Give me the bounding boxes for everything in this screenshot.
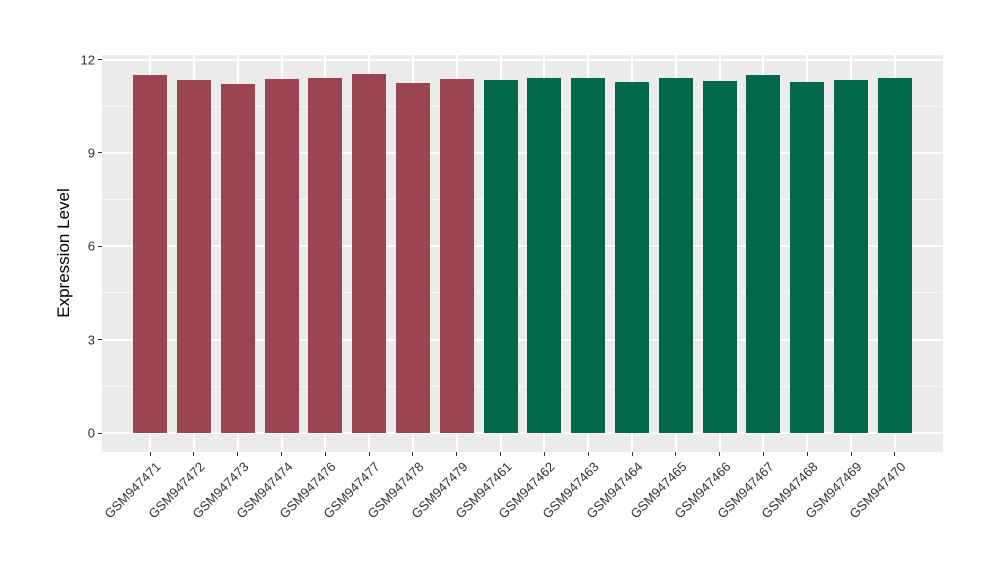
x-tick-GSM947478: [412, 452, 414, 456]
bar-GSM947477: [352, 74, 387, 433]
bar-GSM947463: [571, 77, 606, 433]
y-tick-9: [97, 152, 102, 154]
y-tick-0: [97, 432, 102, 434]
bar-GSM947464: [615, 81, 649, 433]
x-tick-GSM947479: [456, 452, 458, 456]
bar-GSM947476: [308, 78, 343, 433]
y-tick-label-9: 9: [87, 145, 95, 161]
bar-GSM947478: [395, 83, 430, 433]
x-tick-GSM947467: [762, 452, 764, 456]
x-tick-GSM947471: [149, 452, 151, 456]
bar-GSM947474: [264, 78, 299, 433]
gridline-major-y6: [102, 245, 943, 248]
x-tick-GSM947461: [500, 452, 502, 456]
y-tick-3: [97, 339, 102, 341]
y-tick-label-12: 12: [80, 52, 95, 67]
x-tick-GSM947477: [368, 452, 370, 456]
y-tick-label-3: 3: [87, 332, 95, 348]
x-tick-GSM947473: [237, 452, 239, 456]
x-tick-GSM947464: [631, 452, 633, 456]
bar-GSM947469: [834, 80, 869, 433]
x-tick-GSM947463: [587, 452, 589, 456]
bar-GSM947465: [658, 78, 693, 433]
gridline-minor-y1.5: [102, 385, 943, 387]
x-tick-GSM947465: [675, 452, 677, 456]
x-tick-GSM947470: [894, 452, 896, 456]
gridline-major-y9: [102, 151, 943, 154]
gridline-major-y12: [102, 58, 943, 61]
bar-GSM947467: [746, 74, 781, 433]
bar-GSM947471: [133, 75, 168, 433]
x-tick-GSM947474: [281, 452, 283, 456]
bar-GSM947470: [877, 78, 912, 433]
plot-panel: [102, 55, 943, 452]
gridline-minor-y7.5: [102, 199, 943, 201]
gridline-minor-y4.5: [102, 292, 943, 294]
bar-GSM947472: [176, 79, 211, 433]
y-tick-label-0: 0: [87, 425, 95, 441]
x-tick-GSM947468: [806, 452, 808, 456]
gridline-major-y0: [102, 432, 943, 434]
x-tick-GSM947466: [719, 452, 721, 456]
bar-GSM947462: [527, 77, 562, 433]
bar-GSM947461: [483, 80, 518, 433]
y-tick-12: [97, 59, 102, 60]
y-tick-label-6: 6: [87, 238, 95, 254]
x-tick-GSM947476: [324, 452, 326, 456]
x-tick-GSM947469: [850, 452, 852, 456]
bar-GSM947468: [790, 81, 825, 433]
bar-GSM947473: [220, 84, 255, 433]
y-tick-6: [97, 245, 102, 247]
gridline-major-y3: [102, 338, 943, 341]
x-tick-GSM947462: [543, 452, 545, 456]
bar-GSM947479: [439, 78, 474, 433]
bar-GSM947466: [702, 80, 737, 433]
x-tick-GSM947472: [193, 452, 195, 456]
gridline-minor-y10.5: [102, 105, 943, 107]
